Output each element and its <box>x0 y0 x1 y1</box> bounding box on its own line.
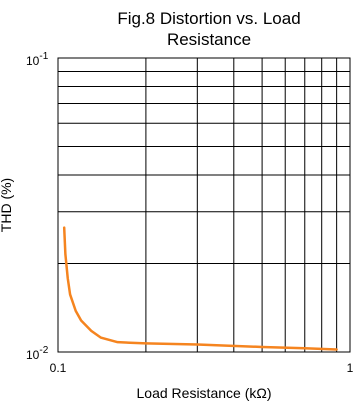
y-tick-label-base: 10 <box>26 348 40 362</box>
chart-title-line-2: Resistance <box>166 30 252 49</box>
x-axis-label: Load Resistance (kΩ) <box>137 385 272 401</box>
y-tick-label: 10-2 <box>26 345 49 362</box>
tick-labels: 0.1 110-110-2 <box>26 51 354 375</box>
series-line <box>62 226 338 351</box>
series-layer <box>62 226 338 351</box>
chart-title-line-1: Fig.8 Distortion vs. Load <box>117 9 301 28</box>
grid-lines <box>58 58 350 352</box>
plot-frame <box>57 57 351 353</box>
x-tick-label: 0.1 <box>50 361 67 375</box>
chart-title: Fig.8 Distortion vs. Load Resistance <box>70 8 348 50</box>
y-tick-label-exponent: -2 <box>39 345 48 356</box>
x-tick-label: 1 <box>347 361 354 375</box>
y-tick-label: 10-1 <box>26 51 49 68</box>
y-tick-label-base: 10 <box>26 54 40 68</box>
y-tick-label-exponent: -1 <box>39 51 48 62</box>
y-axis-label: THD (%) <box>0 178 14 232</box>
